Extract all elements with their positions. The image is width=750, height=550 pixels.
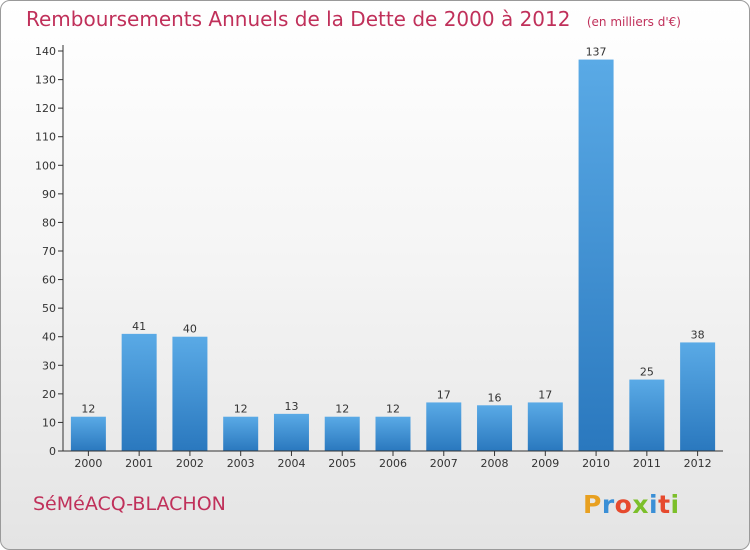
x-tick-label: 2000 [74, 457, 102, 470]
y-tick-label: 130 [35, 74, 56, 87]
x-axis: 2000 2001 2002 2003 2004 2005 2006 2007 2008 2009… [63, 450, 723, 470]
bar-2002 [172, 336, 208, 451]
x-tick-label: 2012 [684, 457, 712, 470]
x-tick-label: 2008 [481, 457, 509, 470]
bar-2012 [680, 342, 716, 451]
bar-value-label: 17 [437, 388, 451, 401]
logo-letter: r [601, 490, 615, 519]
bar-value-label: 12 [386, 403, 400, 416]
bar-value-label: 17 [538, 388, 552, 401]
chart-title: Remboursements Annuels de la Dette de 20… [26, 7, 681, 31]
x-tick-label: 2003 [227, 457, 255, 470]
x-tick-label: 2007 [430, 457, 458, 470]
x-tick-label: 2010 [582, 457, 610, 470]
y-tick-label: 80 [42, 216, 56, 229]
bar-value-label: 137 [586, 46, 607, 59]
logo-letter: t [658, 490, 671, 519]
proxiti-logo: Proxiti [583, 490, 680, 519]
bar-value-label: 40 [183, 323, 197, 336]
bar-value-label: 16 [488, 391, 502, 404]
x-tick-label: 2011 [633, 457, 661, 470]
bar-value-label: 25 [640, 366, 654, 379]
bar-value-label: 38 [691, 328, 705, 341]
y-tick-label: 70 [42, 245, 56, 258]
bar-2001 [121, 333, 157, 451]
bar-2000 [70, 416, 106, 451]
logo-letter: P [583, 490, 602, 519]
bar-2008 [477, 405, 513, 451]
logo-letter: i [649, 490, 659, 519]
x-tick-label: 2004 [277, 457, 305, 470]
logo-letter: x [632, 490, 649, 519]
x-tick-label: 2005 [328, 457, 356, 470]
y-tick-label: 140 [35, 45, 56, 58]
y-tick-label: 40 [42, 331, 56, 344]
bar-2003 [223, 416, 259, 451]
bar-value-label: 12 [81, 403, 95, 416]
bar-2007 [426, 402, 462, 451]
x-tick-label: 2009 [531, 457, 559, 470]
bars: 12 41 40 12 13 12 12 17 16 17 137 25 38 [70, 46, 716, 451]
y-tick-label: 0 [49, 445, 56, 458]
x-tick-label: 2006 [379, 457, 407, 470]
y-tick-label: 30 [42, 359, 56, 372]
bar-value-label: 13 [284, 400, 298, 413]
y-tick-label: 60 [42, 274, 56, 287]
bar-2009 [527, 402, 563, 451]
y-tick-label: 20 [42, 388, 56, 401]
y-tick-label: 110 [35, 131, 56, 144]
y-tick-label: 10 [42, 416, 56, 429]
y-axis: 0 10 20 30 40 50 60 70 80 90 100 110 120 130 140 [35, 45, 64, 458]
bar-2005 [324, 416, 360, 451]
bar-value-label: 12 [335, 403, 349, 416]
logo-letter: i [670, 490, 680, 519]
bar-value-label: 12 [234, 403, 248, 416]
chart-title-text: Remboursements Annuels de la Dette de 20… [26, 7, 571, 31]
x-tick-label: 2001 [125, 457, 153, 470]
bar-2004 [273, 413, 309, 451]
x-tick-label: 2002 [176, 457, 204, 470]
y-tick-label: 90 [42, 188, 56, 201]
bar-value-label: 41 [132, 320, 146, 333]
y-tick-label: 50 [42, 302, 56, 315]
bar-2006 [375, 416, 411, 451]
y-tick-label: 120 [35, 102, 56, 115]
bar-2010 [578, 59, 614, 451]
y-tick-label: 100 [35, 159, 56, 172]
bar-2011 [629, 379, 665, 451]
commune-name: SéMéACQ-BLACHON [33, 493, 226, 515]
logo-letter: o [614, 490, 633, 519]
chart-unit: (en milliers d'€) [586, 15, 681, 29]
